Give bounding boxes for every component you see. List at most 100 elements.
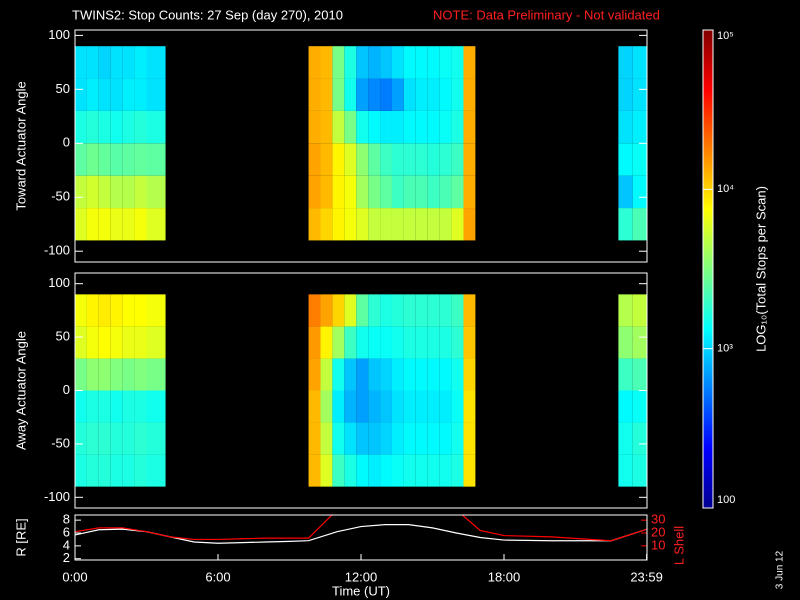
heat-cell [356, 208, 369, 241]
heat-cell [86, 110, 99, 144]
heat-cell [427, 454, 440, 487]
heat-cell [110, 46, 123, 79]
heat-cell [391, 46, 404, 79]
heat-cell [427, 326, 440, 359]
heat-cell [98, 358, 111, 391]
heat-cell [320, 46, 333, 79]
heat-cell [134, 46, 147, 79]
heat-cell [110, 358, 123, 391]
heat-cell [332, 294, 345, 327]
heat-cell [427, 208, 440, 241]
heat-cell [146, 390, 166, 423]
heat-cell [632, 454, 647, 487]
y2-tick-label: 10 [651, 537, 665, 552]
heat-cell [122, 422, 135, 455]
heat-cell [368, 358, 381, 391]
heat-cell [75, 46, 87, 79]
heat-cell [356, 358, 369, 391]
heat-cell [308, 294, 321, 327]
heat-cell [439, 208, 452, 241]
heat-cell [391, 390, 404, 423]
heat-cell [146, 358, 166, 391]
heat-cell [632, 143, 647, 176]
heat-cell [122, 326, 135, 359]
heat-cell [632, 422, 647, 455]
heat-cell [75, 208, 87, 241]
heat-cell [451, 390, 464, 423]
y-axis-label: R [RE] [13, 518, 28, 556]
series-line [75, 515, 333, 541]
heat-cell [618, 143, 633, 176]
heat-cell [122, 358, 135, 391]
heat-cell [451, 46, 464, 79]
heat-cell [403, 175, 416, 209]
heat-cell [403, 46, 416, 79]
heat-cell [632, 78, 647, 111]
heat-cell [110, 422, 123, 455]
heat-cell [86, 454, 99, 487]
heat-cell [75, 175, 87, 209]
heat-cell [356, 110, 369, 144]
y-tick-label: 0 [63, 382, 70, 397]
heat-cell [75, 326, 87, 359]
heat-cell [320, 390, 333, 423]
heat-cell [618, 454, 633, 487]
heat-cell [110, 143, 123, 176]
colorbar-tick-label: 10⁴ [717, 183, 734, 195]
heat-cell [308, 326, 321, 359]
y-axis-label: Away Actuator Angle [13, 331, 28, 450]
heat-cell [391, 143, 404, 176]
chart-title: TWINS2: Stop Counts: 27 Sep (day 270), 2… [72, 7, 343, 22]
heat-cell [344, 454, 357, 487]
heat-cell [415, 326, 428, 359]
heat-cell [403, 143, 416, 176]
heat-cell [632, 326, 647, 359]
x-tick-label: 18:00 [488, 569, 521, 584]
colorbar-label: LOG₁₀(Total Stops per Scan) [753, 186, 768, 352]
heat-cell [122, 175, 135, 209]
heat-cell [439, 390, 452, 423]
heat-cell [308, 358, 321, 391]
heat-cell [415, 143, 428, 176]
y-tick-label: 100 [48, 27, 70, 42]
heat-cell [86, 422, 99, 455]
heat-cell [344, 390, 357, 423]
heat-cell [320, 110, 333, 144]
heat-cell [308, 110, 321, 144]
heat-cell [451, 175, 464, 209]
heat-cell [451, 143, 464, 176]
x-tick-label: 0:00 [62, 569, 87, 584]
heat-cell [320, 78, 333, 111]
heat-cell [86, 294, 99, 327]
heat-cell [403, 208, 416, 241]
heat-cell [391, 454, 404, 487]
heat-cell [368, 46, 381, 79]
heat-cell [451, 358, 464, 391]
heat-cell [403, 110, 416, 144]
heat-cell [463, 326, 476, 359]
heat-cell [98, 208, 111, 241]
heat-cell [427, 143, 440, 176]
heat-cell [368, 143, 381, 176]
y2-axis-label: L Shell [671, 526, 686, 565]
heat-cell [427, 46, 440, 79]
heat-cell [463, 294, 476, 327]
heat-cell [356, 78, 369, 111]
heat-cell [110, 110, 123, 144]
heat-cell [98, 422, 111, 455]
heat-cell [439, 78, 452, 111]
heat-cell [380, 110, 392, 144]
heat-cell [391, 422, 404, 455]
heat-cell [403, 422, 416, 455]
heat-cell [415, 454, 428, 487]
heat-cell [86, 390, 99, 423]
heat-cell [134, 110, 147, 144]
heat-cell [380, 208, 392, 241]
heat-cell [439, 46, 452, 79]
heat-cell [451, 208, 464, 241]
heat-cell [403, 326, 416, 359]
heat-cell [380, 143, 392, 176]
heat-cell [344, 422, 357, 455]
heat-cell [391, 358, 404, 391]
heat-cell [86, 78, 99, 111]
